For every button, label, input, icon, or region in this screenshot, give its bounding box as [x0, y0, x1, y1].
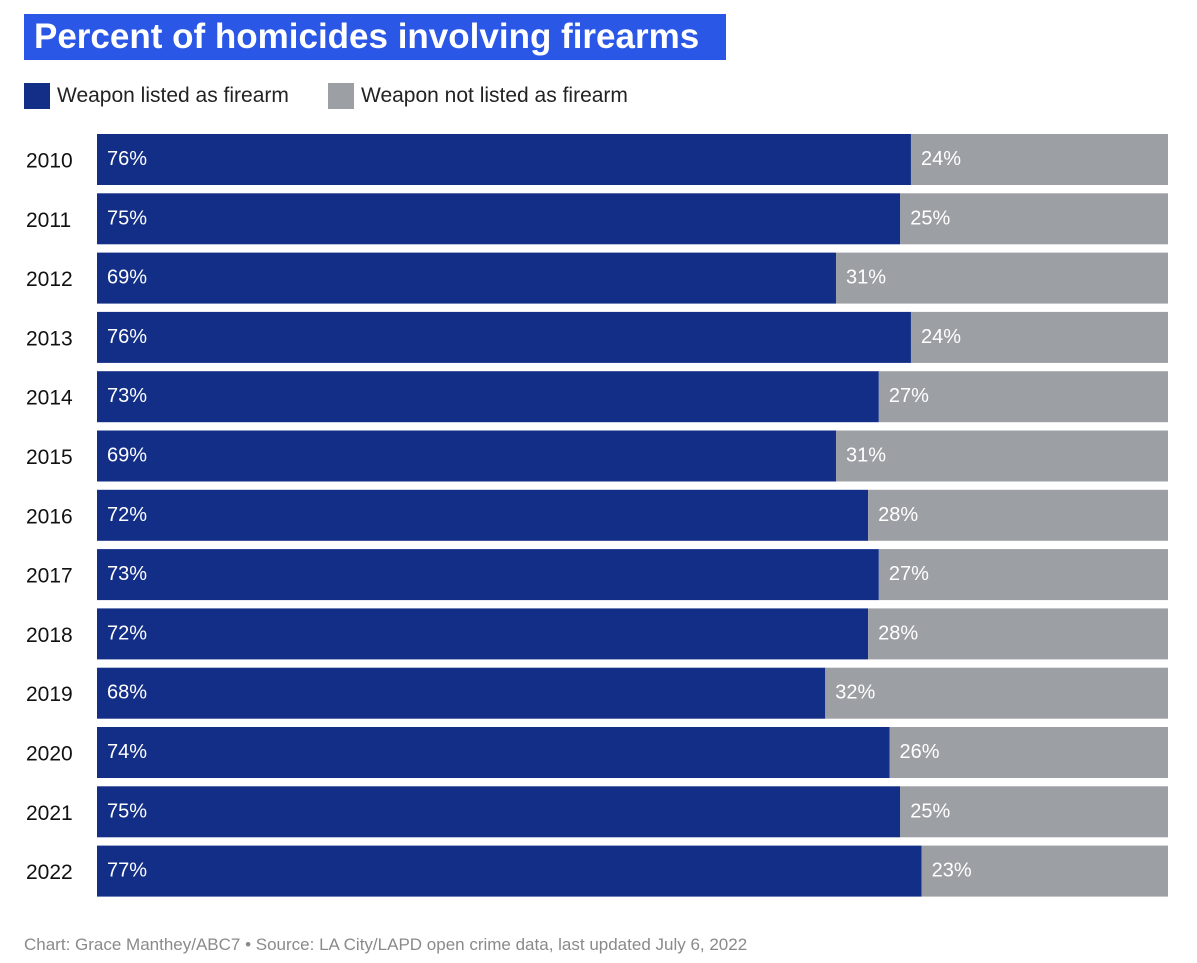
data-label-not-firearm: 25%: [910, 207, 950, 229]
data-label-not-firearm: 25%: [910, 800, 950, 822]
data-label-not-firearm: 26%: [900, 741, 940, 763]
bar-segment-not-firearm: [921, 845, 1168, 897]
bar-segment-firearm: [97, 667, 826, 719]
bar-segment-not-firearm: [889, 727, 1168, 778]
bar-segment-firearm: [97, 371, 879, 423]
data-label-not-firearm: 31%: [846, 267, 886, 289]
year-label: 2013: [26, 327, 73, 350]
year-label: 2018: [26, 624, 73, 647]
bar-segment-firearm: [97, 786, 901, 838]
bar-segment-not-firearm: [878, 371, 1168, 423]
data-label-firearm: 69%: [107, 445, 147, 467]
bar-segment-not-firearm: [835, 252, 1168, 304]
data-label-firearm: 72%: [107, 504, 147, 526]
data-label-not-firearm: 27%: [889, 563, 929, 585]
data-label-not-firearm: 28%: [878, 622, 918, 644]
data-label-firearm: 76%: [107, 326, 147, 348]
year-label: 2016: [26, 505, 73, 528]
year-label: 2021: [26, 802, 73, 825]
bar-segment-not-firearm: [900, 786, 1168, 838]
data-label-not-firearm: 32%: [835, 682, 875, 704]
data-label-firearm: 77%: [107, 860, 147, 882]
year-label: 2015: [26, 446, 73, 469]
bar-segment-firearm: [97, 489, 869, 541]
data-label-firearm: 76%: [107, 148, 147, 170]
bar-segment-firearm: [97, 549, 879, 601]
data-label-firearm: 75%: [107, 207, 147, 229]
data-label-not-firearm: 23%: [932, 860, 972, 882]
bar-segment-not-firearm: [910, 134, 1168, 185]
year-label: 2010: [26, 150, 73, 173]
bar-segment-firearm: [97, 430, 836, 482]
bar-segment-not-firearm: [878, 549, 1168, 601]
year-label: 2022: [26, 861, 73, 884]
bar-segment-not-firearm: [868, 489, 1168, 541]
data-label-firearm: 73%: [107, 563, 147, 585]
legend-label-firearm: Weapon listed as firearm: [57, 84, 289, 107]
legend-label-not-firearm: Weapon not listed as firearm: [361, 84, 628, 107]
data-label-firearm: 72%: [107, 622, 147, 644]
data-label-firearm: 74%: [107, 741, 147, 763]
year-label: 2017: [26, 565, 73, 588]
bar-segment-firearm: [97, 727, 890, 778]
stacked-bar-chart: 2010 76% 24% 2011 75% 25% 2012 69% 31% 2013 76% 24%…: [26, 134, 1168, 897]
bar-segment-not-firearm: [825, 667, 1168, 719]
bar-segment-firearm: [97, 608, 869, 660]
bar-segment-firearm: [97, 134, 911, 185]
bar-segment-firearm: [97, 193, 901, 245]
bar-segment-not-firearm: [835, 430, 1168, 482]
data-label-not-firearm: 27%: [889, 385, 929, 407]
data-label-not-firearm: 31%: [846, 445, 886, 467]
data-label-firearm: 68%: [107, 682, 147, 704]
data-label-firearm: 73%: [107, 385, 147, 407]
year-label: 2014: [26, 387, 73, 410]
bar-segment-firearm: [97, 311, 911, 363]
data-label-not-firearm: 24%: [921, 326, 961, 348]
bar-segment-not-firearm: [910, 311, 1168, 363]
bar-segment-firearm: [97, 845, 922, 897]
year-label: 2019: [26, 683, 73, 706]
year-label: 2012: [26, 268, 73, 291]
source-footer: Chart: Grace Manthey/ABC7 • Source: LA C…: [24, 935, 748, 954]
year-label: 2011: [26, 209, 71, 232]
bar-segment-not-firearm: [868, 608, 1168, 660]
legend-swatch-firearm: [24, 83, 50, 109]
data-label-firearm: 69%: [107, 267, 147, 289]
data-label-not-firearm: 28%: [878, 504, 918, 526]
year-label: 2020: [26, 743, 73, 766]
data-label-not-firearm: 24%: [921, 148, 961, 170]
legend-swatch-not-firearm: [328, 83, 354, 109]
bar-segment-not-firearm: [900, 193, 1168, 245]
chart-title: Percent of homicides involving firearms: [34, 17, 700, 56]
data-label-firearm: 75%: [107, 800, 147, 822]
title-banner: Percent of homicides involving firearms: [24, 14, 726, 60]
bar-segment-firearm: [97, 252, 836, 304]
